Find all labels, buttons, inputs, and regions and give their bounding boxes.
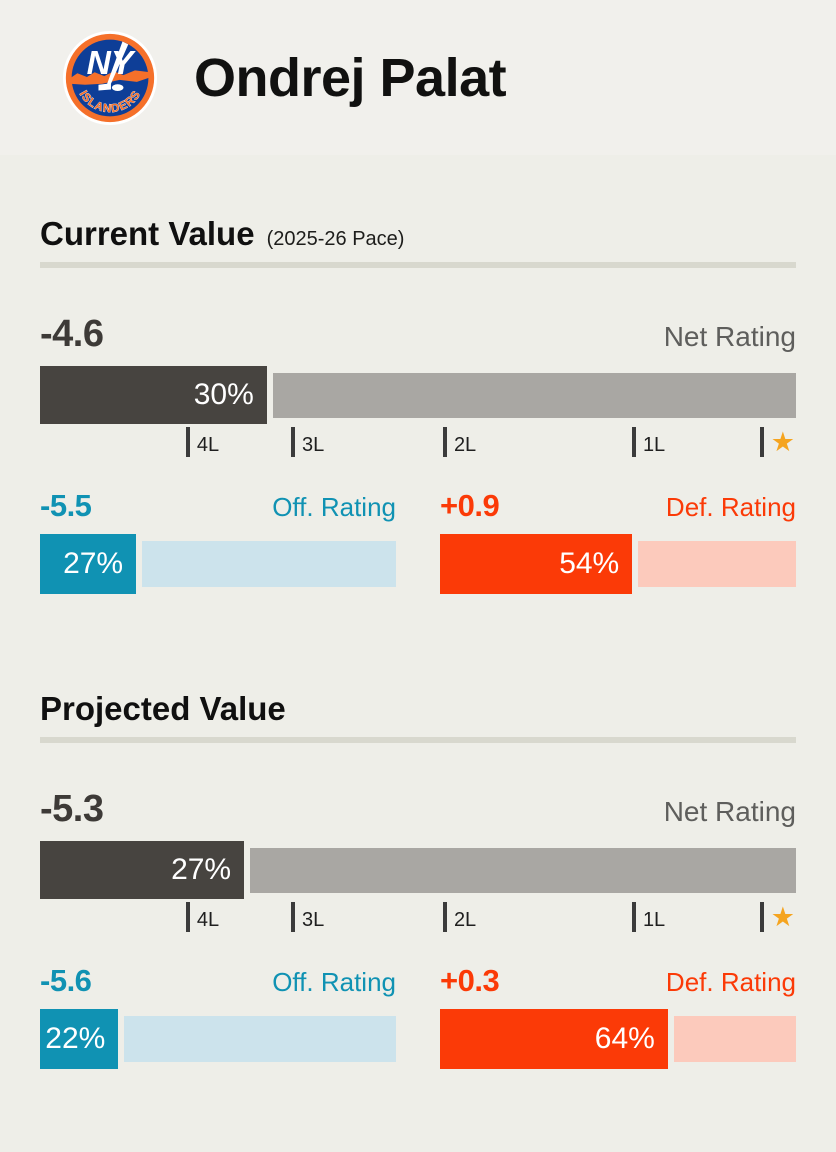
tick-label: 4L [196,909,220,931]
net-rating-value: -5.3 [40,788,104,830]
off-rating-remainder [124,1016,396,1062]
net-rating-header: -4.6 Net Rating [40,313,796,356]
def-rating-label: Def. Rating [665,492,796,522]
def-rating-remainder [638,541,796,587]
section-title: Current Value [40,215,255,252]
scale-tick: 1L [631,427,666,457]
net-rating-bar: 27% [40,841,796,899]
tick-label: 1L [642,909,666,931]
scale-tick: 3L [290,902,325,932]
off-rating-bar: 22% [40,1009,396,1069]
def-rating-block: +0.3 Def. Rating 64% [440,963,796,1069]
def-rating-header: +0.9 Def. Rating [440,488,796,524]
ratings-card: Current Value (2025-26 Pace) -4.6 Net Ra… [0,215,836,1069]
def-rating-block: +0.9 Def. Rating 54% [440,488,796,594]
def-percentile-label: 54% [559,547,620,580]
def-rating-value: +0.9 [440,488,500,523]
divider [40,737,796,743]
off-rating-header: -5.6 Off. Rating [40,963,396,999]
scale-tick: 3L [290,427,325,457]
tick-label: 4L [196,434,220,456]
def-rating-bar: 54% [440,534,796,594]
net-rating-value: -4.6 [40,313,104,355]
tick-line [185,902,190,932]
tick-line [759,427,764,457]
tick-line [290,902,295,932]
off-rating-fill: 22% [40,1009,119,1069]
tick-label: 3L [301,434,325,456]
scale-tick-star: ★ [759,902,795,932]
off-rating-value: -5.5 [40,488,92,523]
net-rating-remainder [250,847,796,893]
net-percentile-label: 27% [171,853,232,886]
tick-line [631,427,636,457]
scale-tick-star: ★ [759,427,795,457]
off-rating-fill: 27% [40,534,137,594]
tick-line [290,427,295,457]
current-value-section: Current Value (2025-26 Pace) -4.6 Net Ra… [40,215,796,594]
off-rating-label: Off. Rating [272,492,396,522]
section-title: Projected Value [40,690,286,727]
player-name: Ondrej Palat [194,47,507,108]
tick-label: 3L [301,909,325,931]
def-percentile-label: 64% [594,1022,655,1055]
net-rating-bar: 30% [40,366,796,424]
scale-tick: 4L [185,427,220,457]
def-rating-fill: 54% [440,534,633,594]
off-rating-block: -5.5 Off. Rating 27% [40,488,396,594]
net-rating-label: Net Rating [663,321,796,352]
logo-monogram: NY [87,45,136,82]
net-rating-header: -5.3 Net Rating [40,788,796,831]
tick-line [631,902,636,932]
off-percentile-label: 22% [45,1022,106,1055]
divider [40,262,796,268]
off-percentile-label: 27% [63,547,124,580]
off-rating-block: -5.6 Off. Rating 22% [40,963,396,1069]
off-def-row: -5.6 Off. Rating 22% +0.3 Def. Rating [40,963,796,1069]
player-header: NY ISLANDERS Ondrej Palat [0,0,836,155]
tick-label: 1L [642,434,666,456]
tick-label: 2L [453,434,477,456]
scale-tick: 2L [442,902,477,932]
rating-scale: 4L 3L 2L 1L ★ [40,424,796,461]
tick-label: 2L [453,909,477,931]
net-rating-fill: 30% [40,366,267,424]
rating-scale: 4L 3L 2L 1L ★ [40,899,796,936]
off-rating-header: -5.5 Off. Rating [40,488,396,524]
off-rating-value: -5.6 [40,963,92,998]
off-rating-bar: 27% [40,534,396,594]
off-rating-label: Off. Rating [272,967,396,997]
section-subtitle: (2025-26 Pace) [266,228,405,250]
tick-line [442,902,447,932]
net-percentile-label: 30% [193,378,254,411]
net-rating-fill: 27% [40,841,245,899]
section-heading-row: Current Value (2025-26 Pace) [40,215,796,253]
projected-value-section: Projected Value -5.3 Net Rating 27% 4L 3… [40,690,796,1069]
star-icon: ★ [770,902,795,932]
tick-line [759,902,764,932]
scale-tick: 2L [442,427,477,457]
scale-tick: 1L [631,902,666,932]
net-rating-label: Net Rating [663,796,796,827]
def-rating-header: +0.3 Def. Rating [440,963,796,999]
scale-tick: 4L [185,902,220,932]
def-rating-bar: 64% [440,1009,796,1069]
def-rating-label: Def. Rating [665,967,796,997]
net-rating-remainder [272,372,796,418]
def-rating-value: +0.3 [440,963,500,998]
def-rating-remainder [673,1016,796,1062]
tick-line [442,427,447,457]
star-icon: ★ [770,427,795,457]
off-def-row: -5.5 Off. Rating 27% +0.9 Def. Rating [40,488,796,594]
def-rating-fill: 64% [440,1009,668,1069]
section-heading-row: Projected Value [40,690,796,728]
ny-islanders-logo-icon: NY ISLANDERS [62,30,158,125]
off-rating-remainder [142,541,396,587]
tick-line [185,427,190,457]
